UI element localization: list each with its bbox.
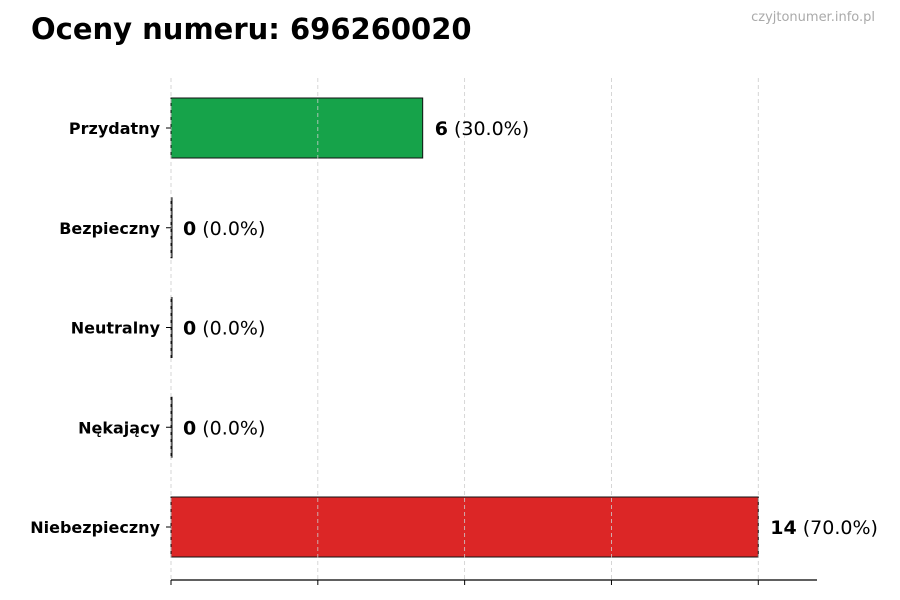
bar-nękający: [170, 396, 173, 458]
chart-title: Oceny numeru: 696260020: [31, 12, 472, 46]
data-label-percent: (0.0%): [196, 318, 265, 340]
data-label-value: 14: [770, 517, 796, 539]
y-tick-label: Neutralny: [71, 319, 161, 338]
watermark: czyjtonumer.info.pl: [751, 10, 875, 25]
y-tick-label: Nękający: [78, 418, 160, 437]
y-tick-label: Przydatny: [69, 119, 161, 138]
y-tick-label: Bezpieczny: [59, 219, 160, 238]
data-label: 6 (30.0%): [435, 118, 529, 140]
bar-przydatny: [170, 97, 424, 159]
data-label: 0 (0.0%): [183, 218, 265, 240]
bar-neutralny: [170, 297, 173, 358]
data-label-percent: (30.0%): [448, 118, 529, 140]
data-label-value: 0: [183, 417, 196, 439]
data-label-percent: (0.0%): [196, 417, 265, 439]
data-label: 0 (0.0%): [183, 318, 265, 340]
data-label-value: 0: [183, 218, 196, 240]
data-label-value: 6: [435, 118, 448, 140]
y-tick-label: Niebezpieczny: [30, 518, 160, 537]
data-label-percent: (0.0%): [196, 218, 265, 240]
data-label: 14 (70.0%): [770, 517, 878, 539]
data-label-percent: (70.0%): [797, 517, 878, 539]
data-label-value: 0: [183, 318, 196, 340]
data-label: 0 (0.0%): [183, 417, 265, 439]
